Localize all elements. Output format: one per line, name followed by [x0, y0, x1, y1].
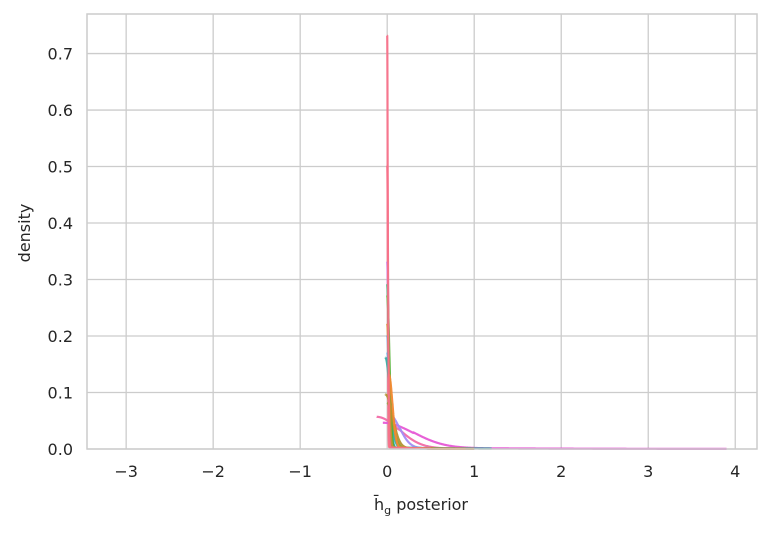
- y-tick-label: 0.0: [48, 440, 73, 459]
- density-curve: [381, 421, 727, 451]
- y-tick-labels: 0.0 0.1 0.2 0.3 0.4 0.5 0.6 0.7: [48, 45, 73, 459]
- x-tick-labels: −3 −2 −1 0 1 2 3 4: [114, 462, 740, 481]
- y-tick-label: 0.1: [48, 384, 73, 403]
- density-curve: [387, 373, 467, 450]
- y-tick-label: 0.7: [48, 45, 73, 64]
- y-tick-label: 0.6: [48, 101, 73, 120]
- density-curve: [386, 283, 467, 450]
- x-tick-label: 2: [556, 462, 566, 481]
- x-tick-label: 4: [730, 462, 740, 481]
- axes-frame: [86, 13, 758, 450]
- plot-border: [86, 13, 758, 450]
- y-axis-label: density: [15, 204, 34, 263]
- x-axis-label-rest: posterior: [391, 495, 468, 514]
- y-tick-label: 0.2: [48, 327, 73, 346]
- y-tick-label: 0.4: [48, 214, 73, 233]
- density-curve: [384, 356, 493, 450]
- x-tick-label: 0: [382, 462, 392, 481]
- x-tick-label: −2: [201, 462, 225, 481]
- x-tick-label: −1: [288, 462, 312, 481]
- density-curve: [386, 351, 475, 450]
- x-axis-label-subscript: g: [384, 504, 391, 517]
- density-curve: [386, 34, 441, 450]
- y-tick-label: 0.3: [48, 271, 73, 290]
- x-tick-label: 3: [643, 462, 653, 481]
- density-curve: [386, 260, 458, 450]
- density-curves: [375, 34, 727, 451]
- x-axis-label-main: h̄: [373, 495, 384, 514]
- x-tick-label: 1: [469, 462, 479, 481]
- x-tick-label: −3: [114, 462, 138, 481]
- y-tick-label: 0.5: [48, 158, 73, 177]
- grid-lines: [87, 14, 757, 450]
- x-axis-label: h̄g posterior: [373, 495, 468, 517]
